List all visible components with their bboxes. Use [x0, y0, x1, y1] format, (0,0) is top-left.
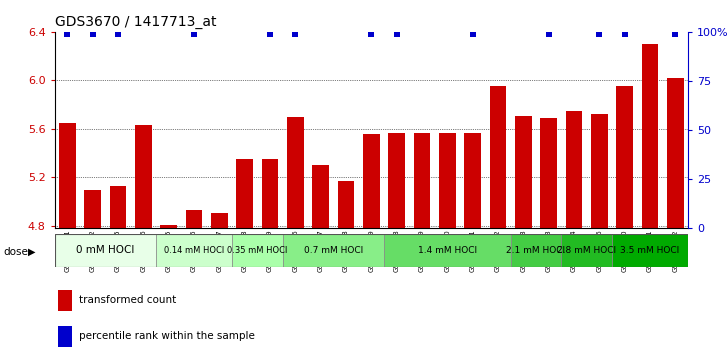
Text: 1.4 mM HOCl: 1.4 mM HOCl [418, 246, 477, 255]
Text: dose: dose [4, 247, 28, 257]
Bar [617, 86, 633, 228]
Bar [211, 212, 228, 228]
Bar [414, 132, 430, 228]
Bar [338, 181, 355, 228]
Point [670, 31, 681, 37]
Point [543, 31, 555, 37]
Bar [110, 186, 126, 228]
Bar [135, 125, 151, 228]
Bar [384, 234, 510, 267]
Bar [55, 234, 156, 267]
Bar [490, 86, 506, 228]
Text: 2.8 mM HOCl: 2.8 mM HOCl [557, 246, 616, 255]
Text: 2.1 mM HOCl: 2.1 mM HOCl [507, 246, 566, 255]
Bar [287, 117, 304, 228]
Point [87, 31, 98, 37]
Bar [464, 132, 481, 228]
Text: 0 mM HOCl: 0 mM HOCl [76, 245, 135, 256]
Text: 0.35 mM HOCl: 0.35 mM HOCl [227, 246, 288, 255]
Bar [667, 78, 684, 228]
Point [619, 31, 630, 37]
Text: percentile rank within the sample: percentile rank within the sample [79, 331, 255, 341]
Text: ▶: ▶ [28, 247, 35, 257]
Bar [312, 165, 329, 228]
Point [61, 31, 73, 37]
Bar [84, 189, 101, 228]
Point [593, 31, 605, 37]
Text: 3.5 mM HOCl: 3.5 mM HOCl [620, 246, 679, 255]
Bar [261, 159, 278, 228]
Bar [160, 225, 177, 228]
Bar [388, 132, 405, 228]
Bar [510, 234, 561, 267]
Bar [561, 234, 612, 267]
Text: 0.14 mM HOCl: 0.14 mM HOCl [164, 246, 224, 255]
Text: GDS3670 / 1417713_at: GDS3670 / 1417713_at [55, 16, 216, 29]
Bar [237, 159, 253, 228]
Point [264, 31, 276, 37]
Bar [439, 132, 456, 228]
Point [188, 31, 199, 37]
Bar [641, 44, 658, 228]
Bar [59, 123, 76, 228]
Point [391, 31, 403, 37]
Bar [363, 134, 379, 228]
Bar [612, 234, 688, 267]
Bar [566, 111, 582, 228]
Point [112, 31, 124, 37]
Bar [232, 234, 282, 267]
Text: transformed count: transformed count [79, 296, 176, 306]
Point [365, 31, 377, 37]
Point [467, 31, 478, 37]
Bar [515, 115, 531, 228]
Bar [282, 234, 384, 267]
Bar [186, 210, 202, 228]
Point [290, 31, 301, 37]
Text: 0.7 mM HOCl: 0.7 mM HOCl [304, 246, 363, 255]
Bar [58, 290, 71, 311]
Bar [540, 118, 557, 228]
Bar [591, 114, 608, 228]
Bar [58, 326, 71, 347]
Bar [156, 234, 232, 267]
